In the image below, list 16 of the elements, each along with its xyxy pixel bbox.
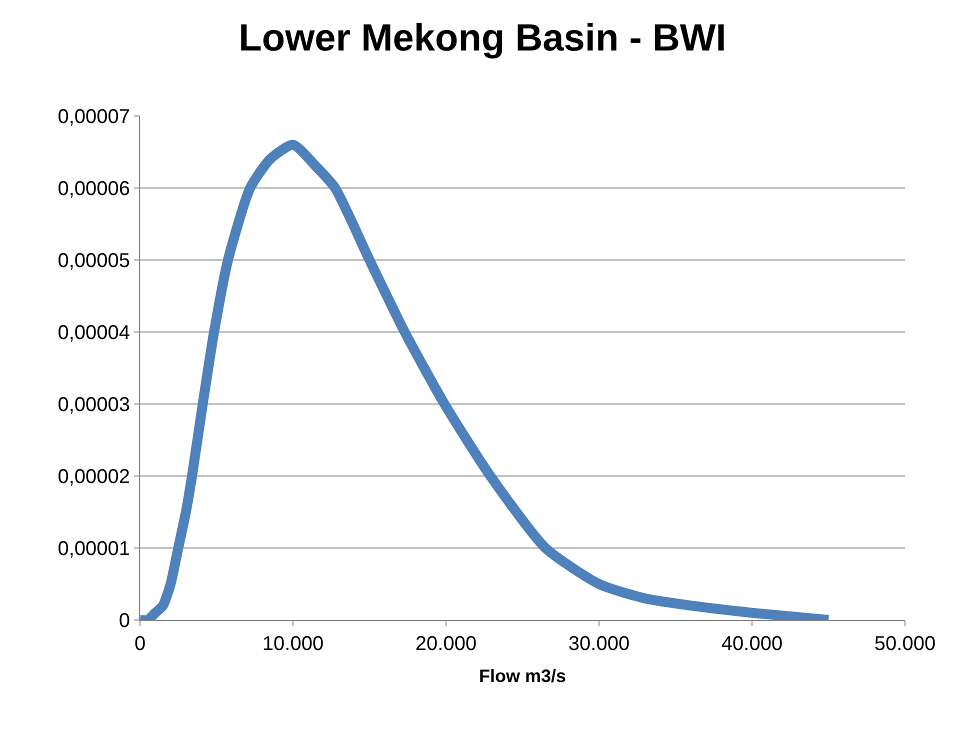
x-tick-label: 0 [134,633,146,655]
y-tick-label: 0,00004 [58,322,130,344]
y-tick-label: 0,00001 [58,538,130,560]
x-tick-label: 20.000 [415,633,477,655]
y-tick-label: 0,00003 [58,394,130,416]
x-tick-label: 30.000 [568,633,630,655]
x-tick-label: 40.000 [721,633,783,655]
y-tick-label: 0 [118,610,130,632]
x-axis-title: Flow m3/s [478,666,566,686]
y-tick-label: 0,00002 [58,466,130,488]
x-tick-label: 10.000 [262,633,324,655]
y-tick-label: 0,00007 [58,106,130,128]
y-tick-label: 0,00005 [58,250,130,272]
x-tick-label: 50.000 [874,633,936,655]
y-tick-label: 0,00006 [58,178,130,200]
chart-title: Lower Mekong Basin - BWI [238,17,726,60]
